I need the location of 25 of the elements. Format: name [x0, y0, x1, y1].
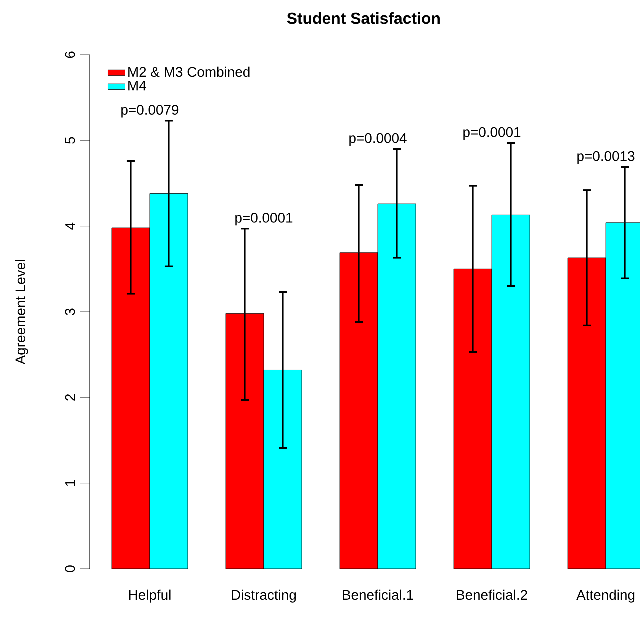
- annotation: p=0.0001: [236, 213, 293, 226]
- y-tick-label: 1: [66, 480, 76, 486]
- annotation: p=0.0004: [350, 133, 407, 146]
- legend-label: M2 & M3 Combined: [128, 66, 250, 78]
- x-tick-label: Distracting: [232, 590, 296, 603]
- y-tick-label: 6: [65, 52, 76, 58]
- x-tick-label: Beneficial.1: [343, 590, 414, 600]
- annotation: p=0.0013: [578, 151, 635, 164]
- y-tick-label: 5: [65, 137, 76, 144]
- y-axis-title: Agreement Level: [15, 260, 28, 365]
- x-tick-label: Helpful: [129, 590, 171, 603]
- x-tick-label: Attending: [576, 590, 635, 603]
- y-tick-label: 3: [65, 308, 76, 316]
- bar: [150, 194, 188, 570]
- bar: [378, 204, 416, 570]
- y-tick-label: 4: [66, 222, 76, 230]
- x-tick-label: Beneficial.2: [457, 590, 528, 600]
- annotation: p=0.0001: [464, 127, 521, 140]
- bar: [264, 370, 302, 570]
- y-tick-label: 0: [65, 566, 76, 572]
- annotation: p=0.0079: [122, 105, 179, 118]
- bar: [492, 214, 530, 570]
- y-tick-label: 2: [65, 394, 76, 401]
- chart-title: Student Satisfaction: [287, 12, 440, 24]
- legend-label: M4: [128, 81, 146, 91]
